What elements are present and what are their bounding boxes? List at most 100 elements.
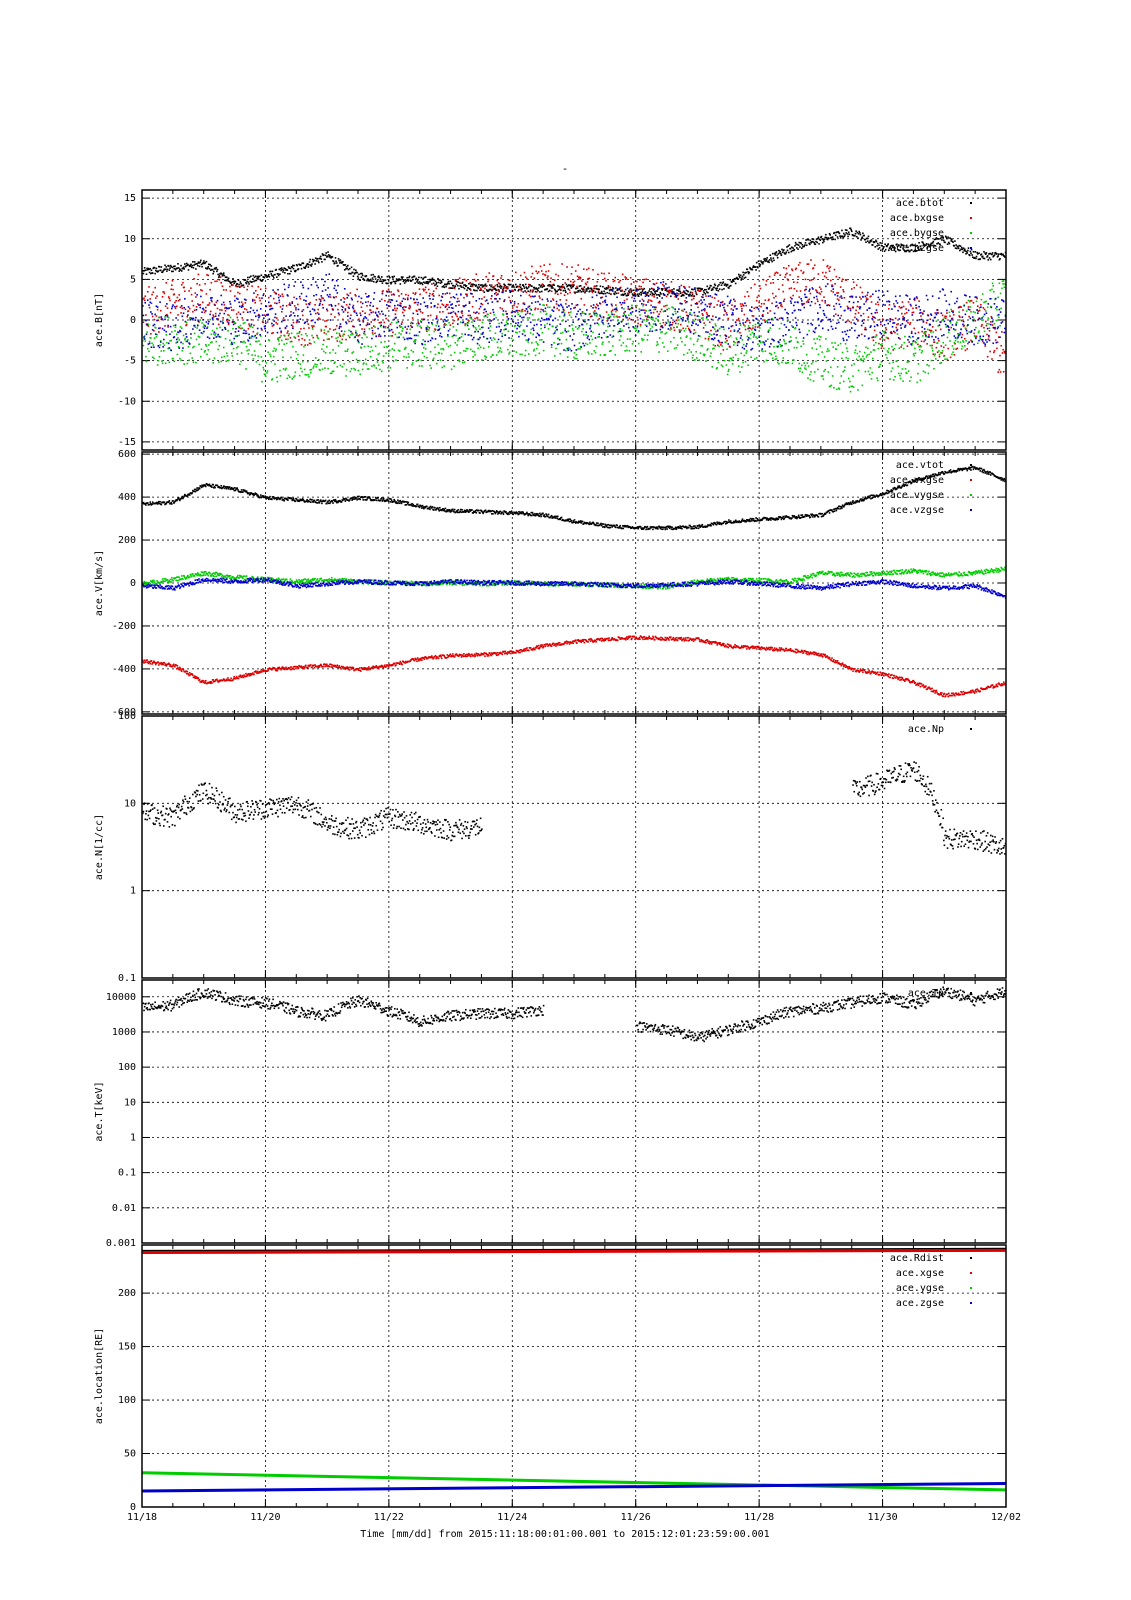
data-point <box>698 359 701 361</box>
data-point <box>246 349 248 352</box>
data-point <box>760 260 762 262</box>
data-point <box>216 270 218 273</box>
data-point <box>453 287 456 290</box>
data-point <box>200 289 202 291</box>
data-point <box>874 336 877 338</box>
data-point <box>691 291 694 294</box>
data-point <box>950 326 953 329</box>
data-point <box>634 350 636 352</box>
data-point <box>401 277 403 279</box>
data-point <box>779 250 781 253</box>
data-point <box>250 318 253 321</box>
data-point <box>923 340 925 343</box>
data-point <box>909 250 911 253</box>
data-point <box>815 348 818 351</box>
data-point <box>889 352 892 355</box>
data-point <box>426 280 429 283</box>
data-point <box>166 316 169 318</box>
data-point <box>493 318 496 320</box>
data-point <box>455 283 458 286</box>
data-point <box>790 250 793 253</box>
data-point <box>210 299 213 302</box>
data-point <box>166 341 168 344</box>
data-point <box>838 299 840 301</box>
data-point <box>864 370 867 373</box>
data-point <box>179 298 181 301</box>
data-point <box>663 305 665 308</box>
data-point <box>473 278 476 281</box>
data-point <box>492 337 495 339</box>
data-point <box>159 341 162 343</box>
data-point <box>249 343 252 346</box>
data-point <box>447 282 449 284</box>
data-point <box>773 352 776 354</box>
data-point <box>734 282 737 285</box>
data-point <box>399 283 402 285</box>
data-point <box>976 253 979 255</box>
data-point <box>159 327 161 329</box>
data-point <box>615 310 617 313</box>
data-point <box>423 289 425 292</box>
data-point <box>232 284 234 286</box>
data-point <box>330 303 332 306</box>
data-point <box>478 297 481 300</box>
data-point <box>429 339 432 342</box>
data-point <box>899 307 902 309</box>
data-point <box>314 312 317 315</box>
data-point <box>183 306 185 309</box>
data-point <box>660 288 663 290</box>
data-point <box>670 290 673 293</box>
data-point <box>621 329 624 332</box>
data-point <box>479 336 481 339</box>
data-point <box>225 352 228 355</box>
data-point <box>403 338 406 341</box>
data-point <box>434 284 436 287</box>
data-point <box>881 248 884 251</box>
data-point <box>431 293 434 296</box>
data-point <box>503 300 505 303</box>
data-point <box>514 289 517 291</box>
data-point <box>305 295 308 298</box>
data-point <box>402 297 405 300</box>
data-point <box>816 338 819 340</box>
data-point <box>795 243 798 246</box>
data-point <box>1002 370 1005 373</box>
data-point <box>806 362 809 364</box>
data-point <box>825 233 827 236</box>
data-point <box>194 326 197 329</box>
data-point <box>460 316 463 319</box>
data-point <box>948 242 951 245</box>
data-point <box>967 306 970 308</box>
data-point <box>407 294 410 297</box>
data-point <box>498 289 500 292</box>
data-point <box>726 283 729 286</box>
data-point <box>352 275 355 277</box>
data-point <box>301 284 304 287</box>
data-point <box>384 314 387 317</box>
data-point <box>706 349 709 351</box>
data-point <box>705 312 708 314</box>
data-point <box>768 275 771 278</box>
data-point <box>608 341 610 343</box>
data-point <box>494 288 497 290</box>
data-point <box>182 347 184 349</box>
data-point <box>575 353 578 356</box>
data-point <box>377 327 379 330</box>
data-point <box>705 291 708 293</box>
data-point <box>272 289 274 291</box>
data-point <box>768 259 771 261</box>
data-point <box>340 330 343 332</box>
data-point <box>882 318 885 321</box>
data-point <box>309 301 311 304</box>
data-point <box>459 352 462 354</box>
data-point <box>542 273 544 275</box>
data-point <box>752 266 754 269</box>
data-point <box>167 324 169 327</box>
data-point <box>329 293 331 296</box>
data-point <box>519 288 521 291</box>
data-point <box>933 238 936 241</box>
data-point <box>225 276 228 278</box>
data-point <box>414 293 416 296</box>
data-point <box>930 329 933 332</box>
data-point <box>335 325 338 327</box>
